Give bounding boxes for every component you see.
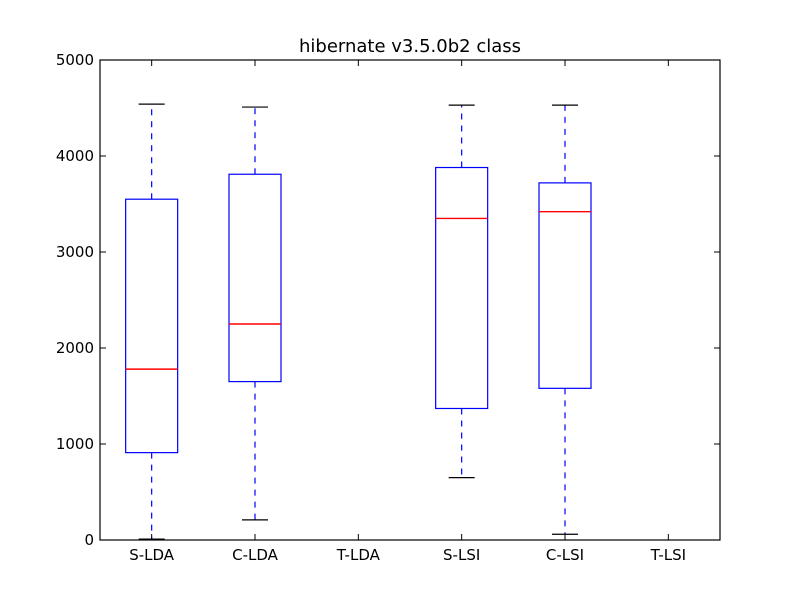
x-tick-label-s-lsi: S-LSI	[443, 546, 480, 564]
x-tick-label-s-lda: S-LDA	[129, 546, 175, 564]
y-tick-label-0: 0	[84, 531, 94, 549]
chart-title: hibernate v3.5.0b2 class	[299, 36, 521, 57]
y-tick-label-2000: 2000	[56, 339, 94, 357]
box-s-lda	[125, 198, 179, 454]
box-c-lsi	[538, 182, 592, 389]
box-s-lsi	[435, 166, 489, 410]
plot-area: 0 1000 2000 3000 4000 5000 S-LDA C-LDA T-LDA S-LS…	[56, 51, 721, 564]
y-tick-label-4000: 4000	[56, 147, 94, 165]
y-tick-label-5000: 5000	[56, 51, 94, 69]
y-tick-label-1000: 1000	[56, 435, 94, 453]
y-tick-label-3000: 3000	[56, 243, 94, 261]
x-tick-label-t-lda: T-LDA	[336, 546, 381, 564]
x-tick-label-c-lsi: C-LSI	[546, 546, 584, 564]
box-c-lda	[228, 173, 282, 383]
x-tick-label-c-lda: C-LDA	[232, 546, 279, 564]
plot-frame	[99, 59, 721, 541]
x-tick-label-t-lsi: T-LSI	[650, 546, 687, 564]
